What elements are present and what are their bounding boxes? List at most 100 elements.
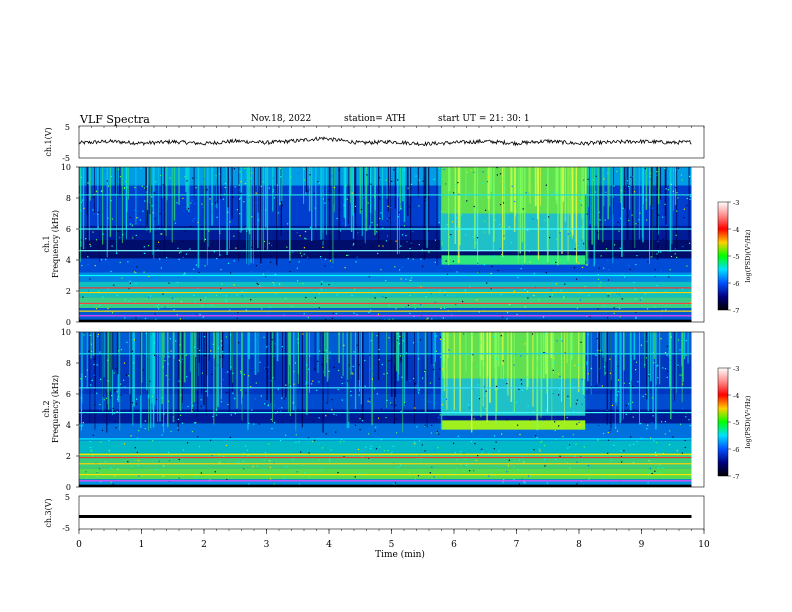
spectrogram-streak	[659, 167, 662, 200]
spectrogram-streak	[394, 167, 397, 209]
spectrogram-speckle	[670, 336, 672, 338]
spectrogram-speckle	[303, 313, 305, 315]
spectrogram-speckle	[279, 283, 281, 285]
spectrogram-speckle	[500, 335, 502, 337]
spectrogram-speckle	[633, 443, 635, 445]
spectrogram-speckle	[255, 265, 257, 267]
spectrogram-speckle	[617, 221, 619, 223]
spectrogram-speckle	[424, 450, 426, 452]
spectrogram-speckle	[80, 304, 82, 306]
time-axis-label: Time (min)	[375, 549, 425, 560]
spectrogram-speckle	[400, 245, 402, 247]
spectrogram-speckle	[599, 285, 601, 287]
spectrogram-speckle	[477, 271, 479, 273]
spectrogram-streak	[399, 167, 402, 210]
spectrogram-speckle	[581, 239, 583, 241]
spectrogram-speckle	[530, 185, 533, 188]
spectrogram-speckle	[516, 314, 518, 316]
spectrogram-speckle	[372, 482, 374, 484]
spectrogram-speckle	[296, 232, 298, 234]
spectrogram-streak	[620, 167, 622, 204]
spectrogram-speckle	[281, 204, 283, 207]
spectrogram-speckle	[598, 211, 600, 213]
spectrogram-streak	[241, 332, 243, 421]
spectrogram-speckle	[536, 364, 538, 366]
spectrogram-speckle	[362, 197, 365, 199]
spectrogram-speckle	[378, 417, 380, 419]
spectrogram-speckle	[685, 416, 687, 418]
spectrogram-streak	[173, 167, 176, 221]
spectrogram-speckle	[156, 469, 158, 471]
spectrogram-speckle	[597, 274, 599, 276]
spectrogram-speckle	[396, 435, 398, 437]
spectrogram-speckle	[131, 465, 133, 467]
spectrogram-speckle	[681, 179, 683, 181]
spectrogram-speckle	[676, 192, 678, 194]
spectrogram-streak	[607, 167, 609, 220]
spectrogram-speckle	[95, 308, 98, 310]
spectrogram-speckle	[110, 175, 112, 178]
spectrogram-streak	[279, 167, 281, 206]
time-tick-label: 6	[451, 540, 457, 550]
spectrogram-streak	[541, 332, 543, 415]
spectrogram-speckle	[367, 202, 369, 204]
spectrogram-speckle	[541, 440, 543, 442]
spectrogram-speckle	[535, 435, 537, 437]
spectrogram-speckle	[192, 177, 194, 179]
spectrogram-streak	[247, 167, 249, 230]
spectrogram-speckle	[320, 256, 322, 258]
spectrogram-streak	[266, 332, 268, 401]
spectrogram-streak	[359, 167, 362, 214]
spectrogram-speckle	[404, 401, 406, 403]
ch1-spectrogram-channel-label: ch.1	[42, 235, 51, 252]
spectrogram-speckle	[609, 293, 611, 295]
spectrogram-speckle	[637, 381, 639, 383]
spectrogram-speckle	[679, 423, 682, 425]
spectrogram-streak	[489, 167, 491, 199]
spectrogram-speckle	[605, 372, 607, 374]
spectrogram-speckle	[370, 368, 372, 370]
spectrogram-speckle	[603, 187, 605, 189]
spectrogram-speckle	[243, 452, 245, 454]
spectrogram-speckle	[195, 476, 198, 478]
spectrogram-streak	[276, 332, 279, 362]
spectrogram-speckle	[158, 303, 160, 305]
spectrogram-speckle	[445, 260, 447, 262]
spectrogram-speckle	[178, 380, 180, 382]
spectrogram-speckle	[285, 297, 287, 299]
spectrogram-speckle	[92, 209, 94, 211]
spectrogram-speckle	[195, 187, 197, 189]
spectrogram-speckle	[220, 340, 223, 342]
spectrogram-speckle	[98, 290, 100, 292]
spectrogram-speckle	[441, 242, 443, 244]
spectrogram-speckle	[518, 388, 520, 390]
spectrogram-speckle	[222, 198, 225, 200]
spectrogram-speckle	[522, 264, 524, 266]
spectrogram-speckle	[416, 426, 418, 428]
spectrogram-streak	[655, 332, 657, 430]
spectrogram-streak	[600, 167, 602, 229]
spectrogram-speckle	[410, 279, 412, 281]
spectrogram-speckle	[292, 251, 294, 253]
colorbar-tick-label: -3	[733, 365, 739, 373]
spectrogram-streak	[480, 332, 483, 361]
spectrogram-speckle	[431, 318, 433, 320]
spectrogram-speckle	[438, 417, 440, 419]
spectrogram-speckle	[336, 217, 338, 220]
spectrogram-speckle	[619, 247, 621, 249]
spectrogram-speckle	[629, 268, 631, 270]
spectrogram-speckle	[579, 186, 581, 188]
spectrogram-streak	[241, 332, 242, 404]
ch1-spectrogram-image	[79, 167, 704, 322]
spectrogram-speckle	[90, 384, 92, 386]
spectrogram-speckle	[142, 369, 144, 371]
spectrogram-speckle	[542, 316, 545, 318]
spectrogram-speckle	[626, 182, 628, 184]
spectrogram-speckle	[155, 318, 157, 320]
spectrogram-speckle	[607, 293, 609, 295]
spectrogram-speckle	[126, 186, 128, 188]
spectrogram-speckle	[361, 456, 363, 458]
spectrogram-speckle	[415, 385, 417, 387]
spectrogram-speckle	[510, 242, 512, 244]
spectrogram-speckle	[307, 384, 309, 386]
